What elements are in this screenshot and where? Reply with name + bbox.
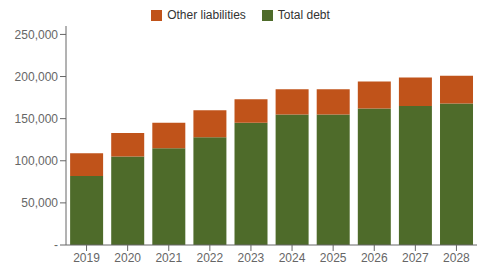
html-text:Other liabilities: Other liabilities: [167, 8, 246, 22]
svg-text:2022: 2022: [196, 251, 223, 265]
svg-text:100,000: 100,000: [15, 154, 59, 168]
svg-text:50,000: 50,000: [21, 196, 58, 210]
svg-text:200,000: 200,000: [15, 70, 59, 84]
svg-text:-: -: [54, 238, 58, 252]
svg-text:2024: 2024: [279, 251, 306, 265]
html-text:Total debt: Total debt: [277, 8, 330, 22]
svg-text:2025: 2025: [320, 251, 347, 265]
svg-text:2019: 2019: [73, 251, 100, 265]
svg-text:150,000: 150,000: [15, 112, 59, 126]
svg-text:2020: 2020: [114, 251, 141, 265]
svg-text:2027: 2027: [402, 251, 429, 265]
svg-text:2021: 2021: [155, 251, 182, 265]
svg-text:2023: 2023: [238, 251, 265, 265]
svg-text:2028: 2028: [443, 251, 470, 265]
svg-text:2026: 2026: [361, 251, 388, 265]
svg-text:250,000: 250,000: [15, 28, 59, 42]
